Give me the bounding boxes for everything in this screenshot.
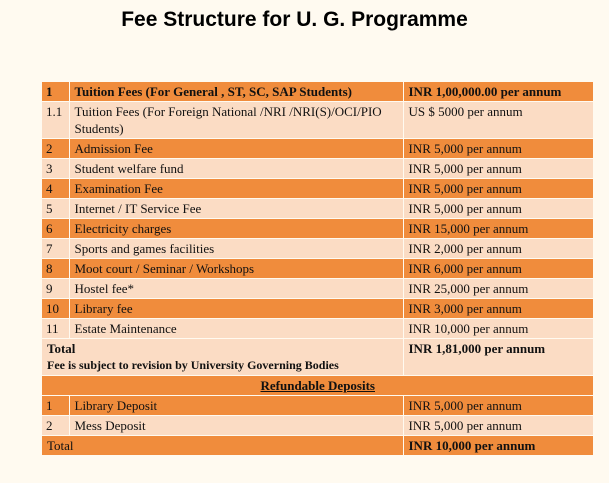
fee-total-row: Total Fee is subject to revision by Unive… <box>42 338 594 376</box>
deposit-total-label: Total <box>42 435 404 456</box>
fee-amount: INR 2,000 per annum <box>403 238 594 259</box>
fee-number: 9 <box>42 278 70 299</box>
fee-amount: US $ 5000 per annum <box>403 101 594 139</box>
deposit-description: Mess Deposit <box>69 415 404 436</box>
fee-description: Internet / IT Service Fee <box>69 198 404 219</box>
fee-description: Examination Fee <box>69 178 404 199</box>
fee-number: 3 <box>42 158 70 179</box>
fee-description: Moot court / Seminar / Workshops <box>69 258 404 279</box>
fee-total-amount: INR 1,81,000 per annum <box>403 338 594 376</box>
deposit-row: 1 Library Deposit INR 5,000 per annum <box>42 395 594 416</box>
fee-number: 11 <box>42 318 70 339</box>
fee-description: Hostel fee* <box>69 278 404 299</box>
fee-amount: INR 10,000 per annum <box>403 318 594 339</box>
fee-total-label-cell: Total Fee is subject to revision by Unive… <box>42 338 404 376</box>
fee-number: 5 <box>42 198 70 219</box>
refundable-heading: Refundable Deposits <box>260 378 376 393</box>
fee-row: 1 Tuition Fees (For General , ST, SC, SAP… <box>42 82 594 102</box>
page-title: Fee Structure for U. G. Programme <box>0 8 609 32</box>
deposit-amount: INR 5,000 per annum <box>403 415 594 436</box>
deposit-number: 2 <box>42 415 70 436</box>
fee-description: Tuition Fees (For Foreign National /NRI … <box>69 101 404 139</box>
deposit-amount: INR 5,000 per annum <box>403 395 594 416</box>
fee-description: Admission Fee <box>69 138 404 159</box>
fee-row: 9 Hostel fee* INR 25,000 per annum <box>42 278 594 299</box>
fee-row: 8 Moot court / Seminar / Workshops INR 6,0… <box>42 258 594 279</box>
fee-amount: INR 15,000 per annum <box>403 218 594 239</box>
fee-row: 4 Examination Fee INR 5,000 per annum <box>42 178 594 199</box>
fee-amount: INR 5,000 per annum <box>403 158 594 179</box>
deposit-total-amount: INR 10,000 per annum <box>403 435 594 456</box>
fee-number: 8 <box>42 258 70 279</box>
fee-amount: INR 6,000 per annum <box>403 258 594 279</box>
fee-description: Library fee <box>69 298 404 319</box>
fee-row: 3 Student welfare fund INR 5,000 per annum <box>42 158 594 179</box>
fee-row: 10 Library fee INR 3,000 per annum <box>42 298 594 319</box>
fee-amount: INR 1,00,000.00 per annum <box>403 82 594 102</box>
fee-number: 10 <box>42 298 70 319</box>
fee-row: 7 Sports and games facilities INR 2,000 pe… <box>42 238 594 259</box>
fee-amount: INR 25,000 per annum <box>403 278 594 299</box>
fee-description: Electricity charges <box>69 218 404 239</box>
deposit-description: Library Deposit <box>69 395 404 416</box>
fee-number: 4 <box>42 178 70 199</box>
fee-amount: INR 5,000 per annum <box>403 138 594 159</box>
fee-description: Sports and games facilities <box>69 238 404 259</box>
fee-row: 5 Internet / IT Service Fee INR 5,000 per … <box>42 198 594 219</box>
fee-number: 2 <box>42 138 70 159</box>
fee-amount: INR 5,000 per annum <box>403 198 594 219</box>
fee-description: Student welfare fund <box>69 158 404 179</box>
fee-table-body: 1 Tuition Fees (For General , ST, SC, SAP… <box>42 82 594 456</box>
fee-total-label: Total <box>47 341 76 356</box>
fee-amount: INR 3,000 per annum <box>403 298 594 319</box>
fee-description: Tuition Fees (For General , ST, SC, SAP … <box>69 82 404 102</box>
fee-revision-note: Fee is subject to revision by University… <box>47 358 339 372</box>
fee-row: 6 Electricity charges INR 15,000 per annum <box>42 218 594 239</box>
fee-number: 7 <box>42 238 70 259</box>
fee-number: 6 <box>42 218 70 239</box>
fee-number: 1.1 <box>42 101 70 139</box>
fee-row: 1.1 Tuition Fees (For Foreign National /N… <box>42 101 594 139</box>
deposit-row: 2 Mess Deposit INR 5,000 per annum <box>42 415 594 436</box>
fee-amount: INR 5,000 per annum <box>403 178 594 199</box>
refundable-heading-row: Refundable Deposits <box>42 375 594 396</box>
refundable-heading-cell: Refundable Deposits <box>42 375 594 396</box>
fee-description: Estate Maintenance <box>69 318 404 339</box>
deposit-number: 1 <box>42 395 70 416</box>
fee-table: 1 Tuition Fees (For General , ST, SC, SAP… <box>42 82 594 456</box>
deposit-total-row: Total INR 10,000 per annum <box>42 435 594 456</box>
fee-row: 11 Estate Maintenance INR 10,000 per annum <box>42 318 594 339</box>
fee-row: 2 Admission Fee INR 5,000 per annum <box>42 138 594 159</box>
page-title-text: Fee Structure for U. G. Programme <box>121 8 468 31</box>
fee-number: 1 <box>42 82 70 102</box>
